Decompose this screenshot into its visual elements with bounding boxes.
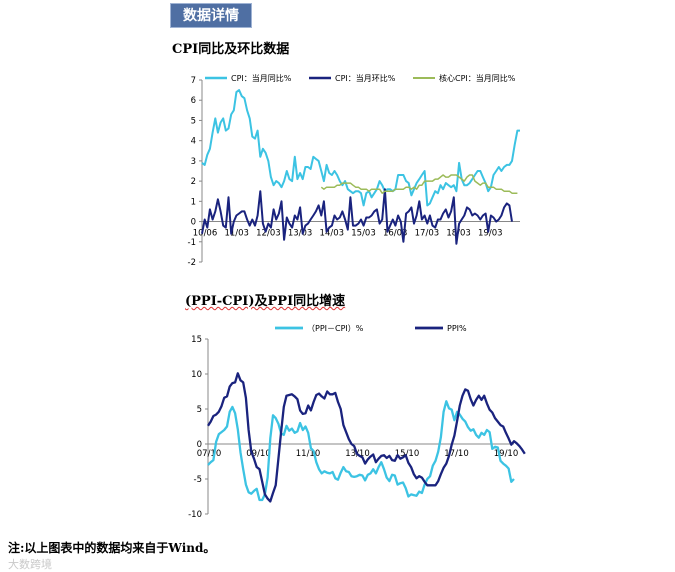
y-tick-label: -5 [194, 475, 202, 485]
section-badge: 数据详情 [170, 3, 252, 28]
cpi-chart-title: CPI同比及环比数据 [172, 42, 290, 57]
y-tick-label: 0 [191, 218, 196, 228]
y-tick-label: 4 [191, 137, 196, 147]
y-tick-label: -1 [188, 238, 196, 248]
y-tick-label: -2 [188, 258, 196, 268]
x-tick-label: 15/03 [351, 229, 376, 239]
x-tick-label: 17/03 [415, 229, 440, 239]
series-line-1 [207, 372, 526, 503]
series-line-2 [320, 174, 518, 194]
x-tick-label: 19/03 [478, 229, 503, 239]
x-tick-label: 14/03 [320, 229, 345, 239]
x-tick-label: 15/10 [395, 449, 420, 459]
legend-label-1: CPI：当月环比% [335, 73, 396, 83]
x-tick-label: 11/03 [224, 229, 249, 239]
watermark: 大数跨境 [8, 558, 52, 571]
x-tick-label: 09/10 [246, 449, 271, 459]
y-tick-label: 15 [191, 335, 202, 345]
cpi-chart-legend: CPI：当月同比% CPI：当月环比% 核心CPI：当月同比% [205, 73, 516, 83]
ppi-chart-series [207, 372, 526, 503]
x-tick-label: 17/10 [444, 449, 469, 459]
y-tick-label: 5 [191, 116, 196, 126]
x-tick-label: 13/03 [288, 229, 313, 239]
series-line-0 [207, 400, 515, 502]
y-tick-label: 1 [191, 197, 196, 207]
x-tick-label: 16/03 [383, 229, 408, 239]
x-tick-label: 12/03 [256, 229, 281, 239]
y-tick-label: 10 [191, 370, 202, 380]
x-tick-label: 19/10 [494, 449, 519, 459]
cpi-chart-series [201, 89, 520, 245]
legend-label-2: 核心CPI：当月同比% [439, 73, 516, 83]
series-line-1 [201, 188, 513, 245]
legend-label-1: PPI% [447, 324, 467, 333]
y-tick-label: 6 [191, 96, 196, 106]
y-tick-label: 0 [197, 440, 202, 450]
y-tick-label: 3 [191, 157, 196, 167]
ppi-chart-legend: （PPI－CPI）% PPI% [275, 324, 467, 333]
x-tick-label: 07/10 [197, 449, 222, 459]
y-tick-label: 2 [191, 177, 196, 187]
legend-label-0: （PPI－CPI）% [307, 324, 364, 333]
x-tick-label: 11/10 [296, 449, 321, 459]
y-tick-label: 7 [191, 76, 196, 86]
y-tick-label: 5 [197, 405, 202, 415]
y-tick-label: -10 [188, 510, 202, 520]
legend-label-0: CPI：当月同比% [231, 73, 292, 83]
x-tick-label: 10/06 [193, 229, 218, 239]
series-line-0 [201, 89, 520, 207]
ppi-chart-title: (PPI-CPI)及PPI同比增速 [185, 294, 346, 309]
footnote: 注:以上图表中的数据均来自于Wind。 [8, 541, 216, 555]
